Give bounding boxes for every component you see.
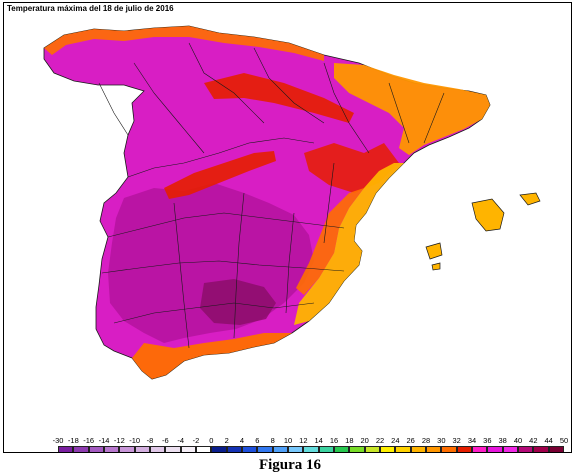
legend-label: 16 bbox=[329, 436, 339, 445]
legend-label: -6 bbox=[161, 436, 169, 445]
legend-swatch bbox=[518, 446, 534, 452]
legend-swatch bbox=[334, 446, 350, 452]
map-title: Temperatura máxima del 18 de julio de 20… bbox=[7, 4, 174, 13]
legend-swatch bbox=[196, 446, 212, 452]
legend-swatch bbox=[364, 446, 380, 452]
hottest-zone-south bbox=[200, 279, 276, 325]
legend-label: -16 bbox=[83, 436, 95, 445]
legend-swatch bbox=[472, 446, 488, 452]
legend-swatch bbox=[272, 446, 288, 452]
legend-swatch bbox=[104, 446, 120, 452]
legend-label: 36 bbox=[483, 436, 492, 445]
legend-label: 14 bbox=[314, 436, 323, 445]
legend-swatch bbox=[441, 446, 457, 452]
legend-label: 8 bbox=[270, 436, 275, 445]
mallorca-island bbox=[471, 198, 505, 232]
menorca-island bbox=[519, 192, 541, 206]
east-coast-warm-zone bbox=[294, 163, 404, 325]
central-system-band bbox=[164, 151, 276, 199]
legend-swatch bbox=[73, 446, 89, 452]
map-frame: Temperatura máxima del 18 de julio de 20… bbox=[3, 2, 572, 453]
legend-swatch bbox=[180, 446, 196, 452]
legend-label: 18 bbox=[345, 436, 354, 445]
legend-label: 12 bbox=[299, 436, 308, 445]
legend-label: 42 bbox=[529, 436, 538, 445]
temperature-map bbox=[43, 25, 541, 380]
ibiza-island bbox=[425, 242, 443, 260]
legend-label: 44 bbox=[544, 436, 553, 445]
legend-swatch bbox=[533, 446, 549, 452]
legend-swatch bbox=[349, 446, 365, 452]
province-borders bbox=[98, 42, 445, 349]
legend-label: 2 bbox=[224, 436, 229, 445]
legend-swatch bbox=[257, 446, 273, 452]
legend-label: 26 bbox=[406, 436, 415, 445]
figure-caption: Figura 16 bbox=[258, 457, 322, 473]
legend-label: 20 bbox=[360, 436, 369, 445]
legend-swatch bbox=[456, 446, 472, 452]
legend-label: -10 bbox=[129, 436, 141, 445]
legend-swatch bbox=[226, 446, 242, 452]
legend-swatch bbox=[303, 446, 319, 452]
legend-swatch bbox=[165, 446, 181, 452]
legend-swatch bbox=[150, 446, 166, 452]
legend-swatch bbox=[88, 446, 104, 452]
temperature-legend: -30 -18 -16 -14 -12 -10 -8 -6 -4 -2 0 2 4 6 8 10 12 14 16 1… bbox=[53, 436, 568, 452]
legend-label: -12 bbox=[113, 436, 125, 445]
legend-label: 0 bbox=[209, 436, 214, 445]
legend-swatch bbox=[410, 446, 426, 452]
legend-label: 10 bbox=[283, 436, 293, 445]
legend-swatch bbox=[119, 446, 135, 452]
legend-label: -18 bbox=[67, 436, 79, 445]
legend-swatch bbox=[548, 446, 564, 452]
legend-swatch bbox=[288, 446, 304, 452]
south-coast-warm-zone bbox=[132, 333, 292, 379]
legend-label: -4 bbox=[177, 436, 184, 445]
legend-swatch bbox=[318, 446, 334, 452]
legend-swatch bbox=[134, 446, 150, 452]
legend-label: 4 bbox=[239, 436, 245, 445]
legend-label: 30 bbox=[437, 436, 446, 445]
legend-swatch bbox=[58, 446, 74, 452]
north-coast-warm-zone bbox=[44, 26, 324, 61]
legend-label: -30 bbox=[52, 436, 64, 445]
legend-label: -8 bbox=[146, 436, 154, 445]
legend-label: -2 bbox=[192, 436, 200, 445]
legend-swatch bbox=[502, 446, 518, 452]
legend-label: 40 bbox=[513, 436, 523, 445]
legend-swatch bbox=[426, 446, 442, 452]
legend-label: -14 bbox=[98, 436, 110, 445]
legend-label: 50 bbox=[559, 436, 569, 445]
legend-label: 34 bbox=[467, 436, 477, 445]
legend-swatch bbox=[211, 446, 227, 452]
formentera-island bbox=[431, 262, 441, 271]
legend-swatch bbox=[395, 446, 411, 452]
legend-label: 32 bbox=[452, 436, 461, 445]
legend-label: 38 bbox=[498, 436, 507, 445]
northern-mountains-band bbox=[204, 73, 354, 123]
legend-swatch bbox=[487, 446, 503, 452]
legend-swatch bbox=[242, 446, 258, 452]
east-coast-inland-zone bbox=[296, 188, 364, 295]
northeast-warm-zone bbox=[334, 63, 490, 155]
legend-label: 6 bbox=[255, 436, 260, 445]
legend-label: 24 bbox=[391, 436, 400, 445]
legend-label: 28 bbox=[421, 436, 431, 445]
legend-swatch bbox=[380, 446, 396, 452]
legend-label: 22 bbox=[375, 436, 385, 445]
